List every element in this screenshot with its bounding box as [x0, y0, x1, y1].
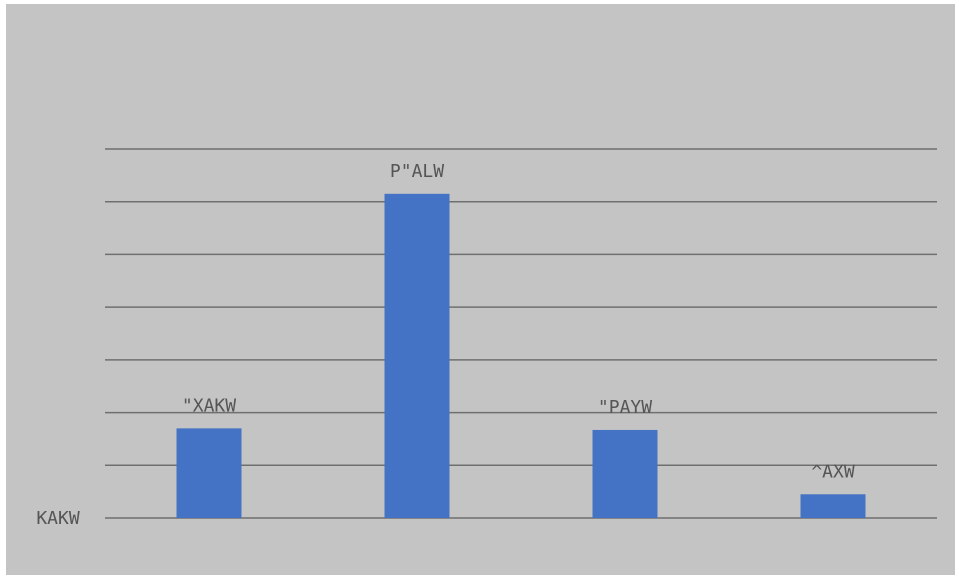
bar — [592, 429, 658, 518]
data-label: "PAYW — [598, 397, 652, 418]
data-label: ^AXW — [811, 461, 855, 482]
gridlines — [105, 148, 937, 519]
data-label: "XAKW — [182, 395, 236, 416]
bar — [176, 428, 242, 518]
y-axis: KAKW — [36, 508, 80, 529]
data-labels: "XAKW P"ALW "PAYW ^AXW — [182, 161, 855, 482]
y-tick-label: KAKW — [36, 508, 80, 529]
bar — [384, 193, 450, 519]
chart-area: "XAKW P"ALW "PAYW ^AXW KAKW — [6, 4, 955, 575]
bar-chart: "XAKW P"ALW "PAYW ^AXW KAKW — [36, 148, 937, 529]
data-label: P"ALW — [390, 161, 444, 182]
bar — [800, 494, 866, 518]
bars — [176, 193, 866, 519]
